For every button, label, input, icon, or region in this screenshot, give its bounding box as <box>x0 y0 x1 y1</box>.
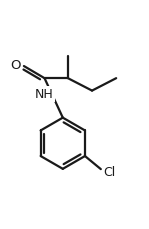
Text: NH: NH <box>35 88 54 101</box>
Text: O: O <box>10 59 21 72</box>
Text: Cl: Cl <box>103 166 115 178</box>
